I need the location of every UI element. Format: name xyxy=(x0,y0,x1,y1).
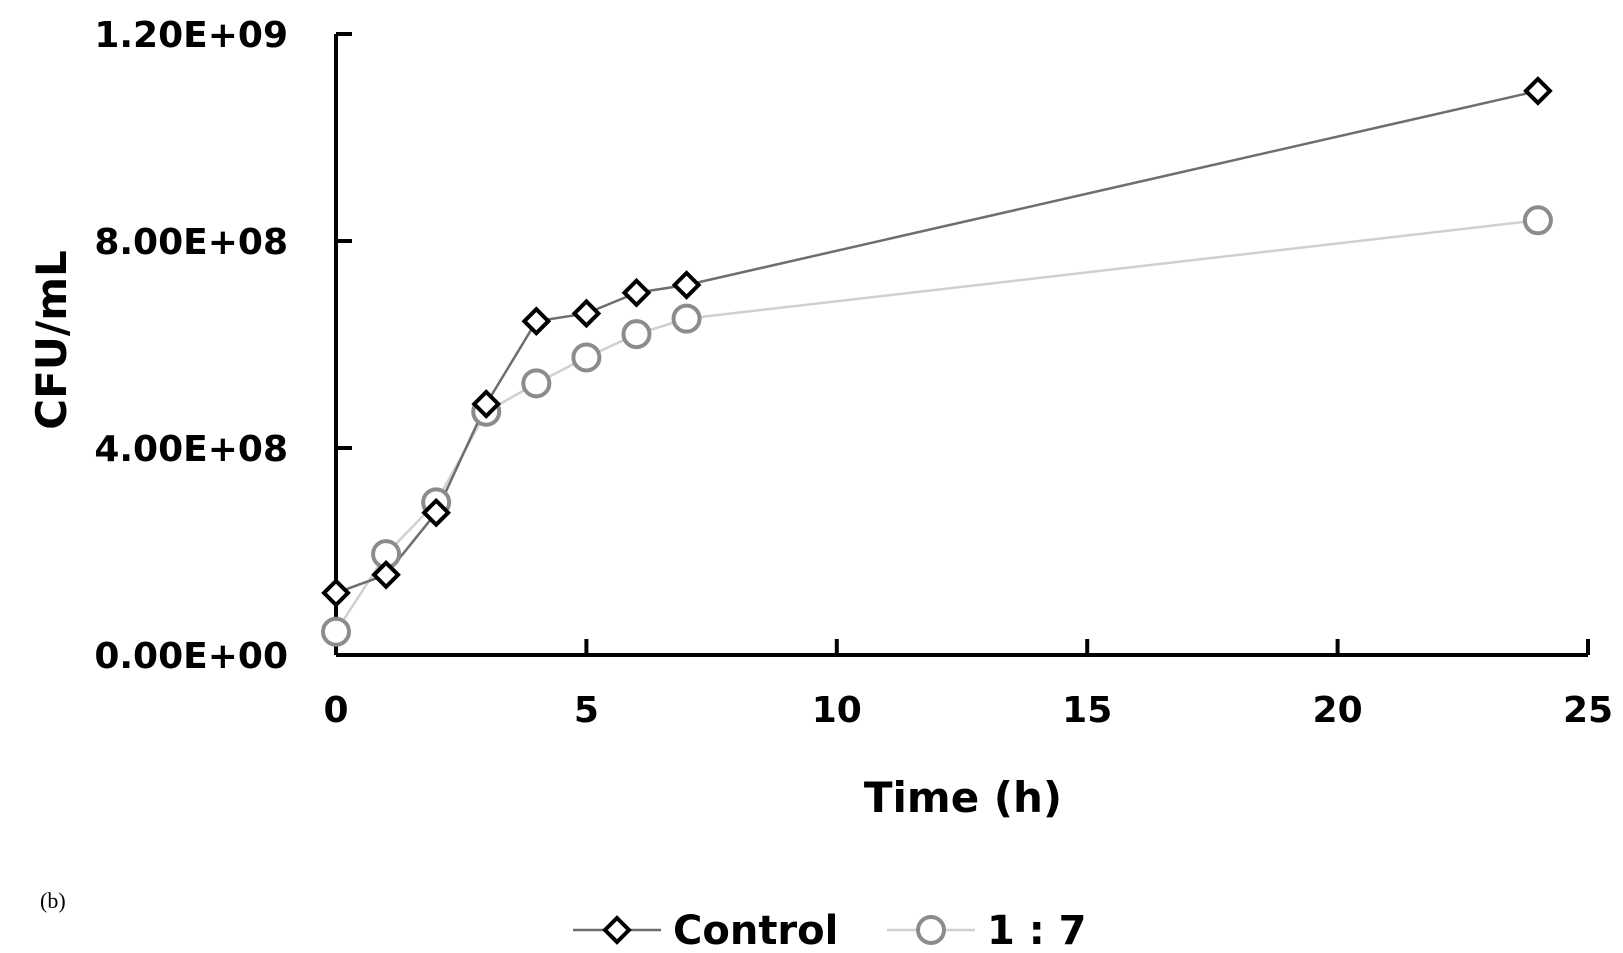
y-tick-label: 8.00E+08 xyxy=(94,222,288,263)
data-point xyxy=(621,277,652,308)
y-tick-label: 1.20E+09 xyxy=(94,15,288,56)
series-control xyxy=(335,89,1539,595)
data-point xyxy=(371,559,401,590)
series-markers-ratio-1-7 xyxy=(321,205,1553,647)
data-point xyxy=(571,342,602,373)
data-point xyxy=(571,298,602,329)
data-point xyxy=(671,270,702,300)
series-markers-control xyxy=(321,76,1553,608)
x-ticks: 0 5 10 15 20 25 xyxy=(323,639,1613,731)
legend: Control 1 : 7 xyxy=(573,908,1087,953)
x-tick-label: 25 xyxy=(1563,690,1613,731)
data-point xyxy=(621,319,652,350)
legend-item: Control xyxy=(573,908,838,953)
y-ticks: 0.00E+00 4.00E+08 8.00E+08 1.20E+09 xyxy=(94,15,352,677)
y-tick-label: 0.00E+00 xyxy=(94,636,288,677)
legend-label: 1 : 7 xyxy=(987,908,1087,953)
data-point xyxy=(471,389,502,419)
data-point xyxy=(1522,205,1553,236)
legend-marker xyxy=(602,915,632,945)
series-ratio-1-7 xyxy=(334,219,1539,633)
data-point xyxy=(1523,76,1553,106)
series-line xyxy=(335,89,1539,595)
legend-item: 1 : 7 xyxy=(887,908,1087,953)
y-tick-label: 4.00E+08 xyxy=(94,429,288,470)
data-point xyxy=(321,578,351,608)
x-tick-label: 0 xyxy=(323,690,348,731)
series-line xyxy=(334,219,1539,633)
legend-label: Control xyxy=(673,908,838,953)
x-tick-label: 5 xyxy=(574,690,599,731)
series-layer xyxy=(321,76,1553,647)
x-axis-title: Time (h) xyxy=(864,773,1062,822)
axes xyxy=(334,34,1588,657)
data-point xyxy=(321,616,351,647)
data-point xyxy=(521,306,552,337)
data-point xyxy=(521,368,552,399)
x-tick-label: 10 xyxy=(812,690,862,731)
x-tick-label: 15 xyxy=(1062,690,1112,731)
legend-marker xyxy=(916,915,946,945)
data-point xyxy=(671,303,702,334)
panel-label: (b) xyxy=(40,888,66,913)
y-axis-title: CFU/mL xyxy=(27,250,76,429)
data-point xyxy=(421,497,451,528)
x-tick-label: 20 xyxy=(1313,690,1363,731)
